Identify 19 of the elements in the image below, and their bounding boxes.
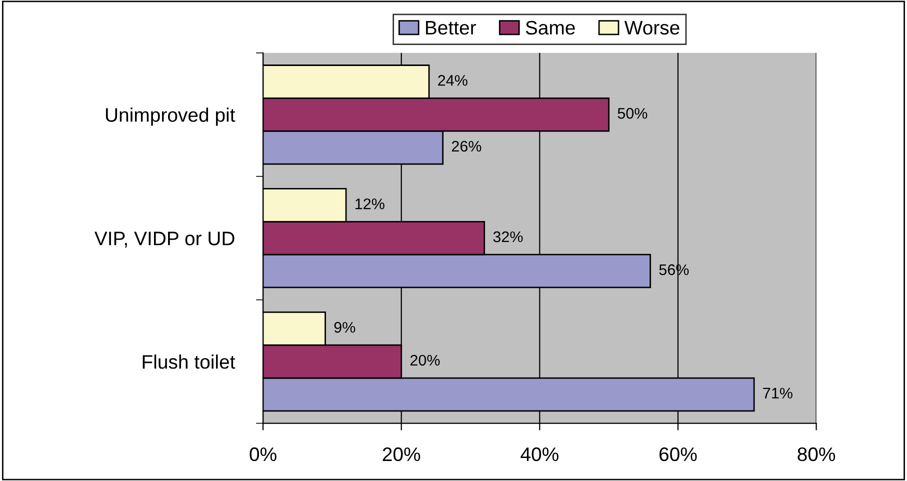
- legend-label: Worse: [624, 21, 680, 35]
- data-label: 71%: [763, 388, 792, 399]
- data-label: 32%: [493, 231, 523, 242]
- legend-label: Same: [526, 20, 575, 35]
- y-tick-label: Flush toilet: [142, 354, 236, 369]
- legend-label: Better: [426, 21, 476, 35]
- x-tick-label: 60%: [660, 447, 697, 462]
- x-tick-label: 0%: [250, 447, 276, 462]
- y-tick-label: Unimproved pit: [106, 108, 236, 126]
- data-label: 20%: [410, 354, 440, 366]
- data-label: 50%: [618, 108, 648, 119]
- data-label: 12%: [356, 198, 384, 210]
- x-tick-label: 40%: [520, 447, 558, 462]
- y-tick-label: VIP, VIDP or UD: [94, 232, 234, 248]
- data-label: 24%: [438, 75, 468, 86]
- x-tick-label: 20%: [382, 447, 420, 462]
- data-label: 9%: [334, 322, 356, 333]
- x-tick-label: 80%: [798, 447, 836, 462]
- data-label: 26%: [452, 140, 482, 152]
